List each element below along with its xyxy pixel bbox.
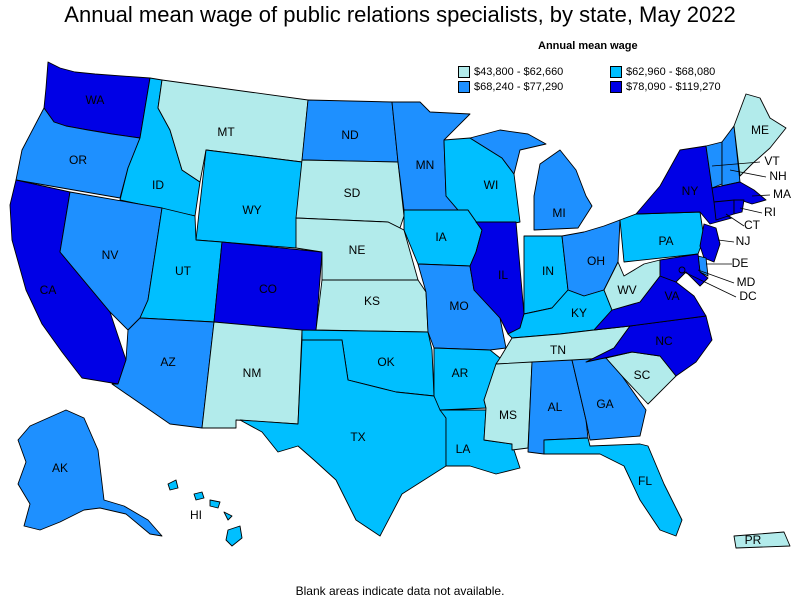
legend-label: $68,240 - $77,290 [474, 81, 564, 93]
state-label: NC [655, 334, 673, 348]
state-label: NJ [736, 234, 751, 248]
state-label: AL [548, 400, 563, 414]
state-label: KS [364, 294, 380, 308]
map-title: Annual mean wage of public relations spe… [64, 2, 736, 27]
state-label: CO [259, 282, 277, 296]
state-label: TX [350, 430, 365, 444]
state-label: SC [634, 368, 651, 382]
state-label: VT [764, 154, 780, 168]
state-IL [469, 221, 525, 335]
state-label: ME [751, 123, 769, 137]
state-label: VA [664, 289, 679, 303]
state-ME [733, 93, 787, 177]
state-label: IL [498, 268, 508, 282]
state-label: HI [190, 508, 202, 522]
state-label: OH [587, 254, 605, 268]
state-label: IA [435, 230, 446, 244]
legend-label: $78,090 - $119,270 [626, 81, 721, 93]
state-label: AK [52, 461, 68, 475]
legend-title: Annual mean wage [538, 40, 638, 52]
state-PR [733, 531, 791, 549]
state-label: OK [377, 355, 394, 369]
state-label: DC [739, 289, 757, 303]
state-label: NY [682, 184, 699, 198]
legend-item: $78,090 - $119,270 [610, 81, 721, 93]
state-label: MD [737, 275, 756, 289]
state-NJ [699, 223, 721, 263]
state-label: MI [552, 206, 565, 220]
state-label: PA [658, 234, 673, 248]
state-label: MS [499, 408, 517, 422]
state-label: OR [69, 153, 87, 167]
state-label: CT [744, 218, 761, 232]
state-TX [239, 339, 447, 537]
state-label: WI [484, 178, 499, 192]
state-label: ND [341, 128, 359, 142]
state-label: NH [769, 169, 786, 183]
state-label: GA [596, 397, 613, 411]
state-label: SD [344, 186, 361, 200]
state-RI [733, 199, 745, 215]
state-label: CA [40, 283, 57, 297]
state-label: LA [456, 442, 471, 456]
legend-swatch [458, 81, 470, 93]
legend-item: $68,240 - $77,290 [458, 81, 563, 93]
legend-item: $43,800 - $62,660 [458, 66, 563, 78]
state-label: WV [617, 283, 636, 297]
state-label: MN [416, 158, 435, 172]
state-label: NV [102, 248, 119, 262]
state-label: NE [349, 243, 366, 257]
state-label: TN [550, 343, 566, 357]
state-label: AR [452, 366, 469, 380]
state-MI [469, 129, 593, 231]
legend-swatch [458, 66, 470, 78]
footnote: Blank areas indicate data not available. [295, 584, 505, 598]
legend-label: $62,960 - $68,080 [626, 66, 716, 78]
state-label: MT [217, 125, 235, 139]
state-label: AZ [160, 355, 175, 369]
state-label: UT [175, 264, 192, 278]
state-label: IN [542, 264, 554, 278]
legend-swatch [610, 66, 622, 78]
state-FL [543, 437, 683, 537]
label-leader-lines [683, 161, 771, 298]
state-label: KY [571, 306, 587, 320]
state-label: MO [449, 299, 468, 313]
legend-swatch [610, 81, 622, 93]
state-label: ID [152, 178, 164, 192]
state-label: RI [764, 205, 776, 219]
state-DC [678, 266, 686, 274]
state-label: MA [773, 187, 791, 201]
state-HI [167, 479, 243, 547]
state-label: DE [732, 256, 749, 270]
state-AK [17, 409, 163, 537]
state-label: WA [86, 93, 105, 107]
state-WY [195, 149, 303, 249]
state-AZ [111, 317, 215, 429]
legend-item: $62,960 - $68,080 [610, 66, 715, 78]
state-label: NM [243, 366, 262, 380]
state-label: WY [242, 203, 261, 217]
state-label: FL [638, 474, 652, 488]
state-label: PR [745, 533, 762, 547]
legend-label: $43,800 - $62,660 [474, 66, 564, 78]
state-NC [585, 315, 713, 377]
